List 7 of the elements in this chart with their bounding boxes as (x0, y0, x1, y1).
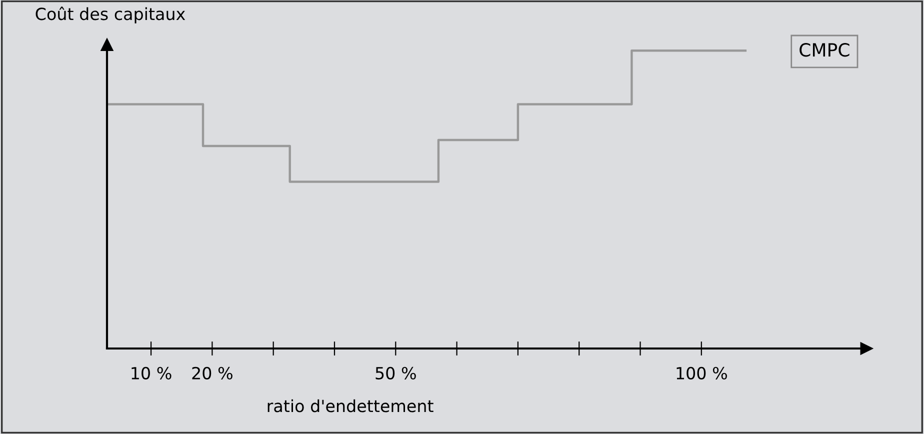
y-axis-title: Coût des capitaux (36, 6, 186, 24)
x-tick-label: 100 % (676, 366, 727, 380)
x-tick-label: 20 % (192, 366, 232, 380)
x-tick-label: 50 % (376, 366, 416, 380)
text: CMPC (800, 43, 850, 57)
x-axis-title: ratio d'endettement (268, 399, 434, 412)
x-tick-label: 10 % (132, 366, 172, 380)
